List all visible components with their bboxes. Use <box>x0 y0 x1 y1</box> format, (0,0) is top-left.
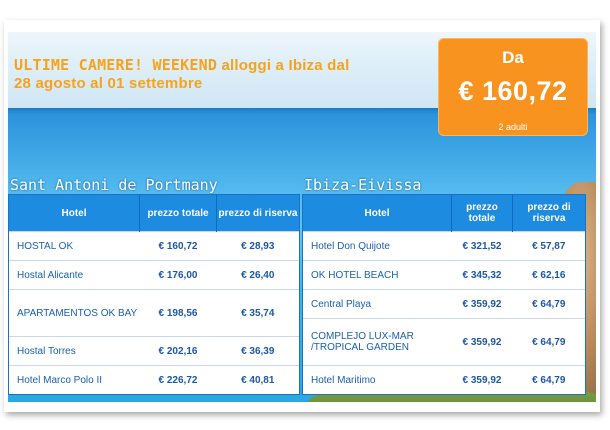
table-row[interactable]: Hostal Torres € 202,16 € 36,39 <box>9 336 299 366</box>
col-hotel: Hotel <box>9 195 140 232</box>
table-row[interactable]: Central Playa € 359,92 € 64,79 <box>303 289 585 319</box>
total-price: € 359,92 <box>451 318 513 366</box>
hotel-name-link[interactable]: HOSTAL OK <box>9 231 140 261</box>
table-header: Hotel prezzo totale prezzo di riserva <box>303 195 585 232</box>
table-row[interactable]: APARTAMENTOS OK BAY € 198,56 € 35,74 <box>9 289 299 337</box>
hotel-table-left: Hotel prezzo totale prezzo di riserva HO… <box>8 194 300 395</box>
city-title-right: Ibiza-Eivissa <box>304 176 422 194</box>
reserve-price: € 26,40 <box>216 260 299 290</box>
reserve-price: € 64,79 <box>512 318 585 366</box>
table-row[interactable]: Hotel Don Quijote € 321,52 € 57,87 <box>303 231 585 261</box>
col-reserve: prezzo di riserva <box>216 195 299 232</box>
col-total: prezzo totale <box>451 195 513 232</box>
total-price: € 345,32 <box>451 260 513 290</box>
hotel-name-link[interactable]: OK HOTEL BEACH <box>303 260 452 290</box>
hotel-name-link[interactable]: Hostal Alicante <box>9 260 140 290</box>
total-price: € 359,92 <box>451 289 513 319</box>
col-hotel: Hotel <box>303 195 452 232</box>
total-price: € 202,16 <box>139 336 217 366</box>
table-row[interactable]: Hotel Maritimo € 359,92 € 64,79 <box>303 365 585 394</box>
hotel-name-link[interactable]: Central Playa <box>303 289 452 319</box>
total-price: € 198,56 <box>139 289 217 337</box>
headline-dates: 28 agosto al 01 settembre <box>14 75 203 92</box>
total-price: € 359,92 <box>451 365 513 394</box>
hotel-name-link[interactable]: APARTAMENTOS OK BAY <box>9 289 140 337</box>
headline-part2: alloggi a Ibiza dal <box>221 57 350 74</box>
reserve-price: € 64,79 <box>512 365 585 394</box>
hotel-name-link[interactable]: Hotel Maritimo <box>303 365 452 394</box>
reserve-price: € 28,93 <box>216 231 299 261</box>
price-subtitle: 2 adulti <box>498 122 528 132</box>
total-price: € 321,52 <box>451 231 513 261</box>
reserve-price: € 64,79 <box>512 289 585 319</box>
table-row[interactable]: Hostal Alicante € 176,00 € 26,40 <box>9 260 299 290</box>
col-total: prezzo totale <box>139 195 217 232</box>
reserve-price: € 36,39 <box>216 336 299 366</box>
price-value: € 160,72 <box>458 76 568 106</box>
headline: ULTIME CAMERE! WEEKEND alloggi a Ibiza d… <box>14 56 444 93</box>
hotel-table-right: Hotel prezzo totale prezzo di riserva Ho… <box>302 194 586 395</box>
price-label: Da <box>502 48 524 67</box>
table-row[interactable]: HOSTAL OK € 160,72 € 28,93 <box>9 231 299 261</box>
hotel-name-link[interactable]: Hotel Don Quijote <box>303 231 452 261</box>
hotel-name-link[interactable]: COMPLEJO LUX-MAR /TROPICAL GARDEN <box>303 318 452 366</box>
table-row[interactable]: Hotel Marco Polo II € 226,72 € 40,81 <box>9 365 299 394</box>
reserve-price: € 57,87 <box>512 231 585 261</box>
table-header: Hotel prezzo totale prezzo di riserva <box>9 195 299 232</box>
reserve-price: € 40,81 <box>216 365 299 394</box>
col-reserve: prezzo di riserva <box>512 195 585 232</box>
table-row[interactable]: OK HOTEL BEACH € 345,32 € 62,16 <box>303 260 585 290</box>
reserve-price: € 62,16 <box>512 260 585 290</box>
total-price: € 226,72 <box>139 365 217 394</box>
total-price: € 176,00 <box>139 260 217 290</box>
total-price: € 160,72 <box>139 231 217 261</box>
city-title-left: Sant Antoni de Portmany <box>10 176 218 194</box>
price-box[interactable]: Da € 160,72 2 adulti <box>438 38 588 136</box>
promo-banner[interactable]: ULTIME CAMERE! WEEKEND alloggi a Ibiza d… <box>8 32 596 402</box>
reserve-price: € 35,74 <box>216 289 299 337</box>
headline-part1: ULTIME CAMERE! WEEKEND <box>14 56 218 74</box>
table-row[interactable]: COMPLEJO LUX-MAR /TROPICAL GARDEN € 359,… <box>303 318 585 366</box>
hotel-name-link[interactable]: Hotel Marco Polo II <box>9 365 140 394</box>
hotel-name-link[interactable]: Hostal Torres <box>9 336 140 366</box>
